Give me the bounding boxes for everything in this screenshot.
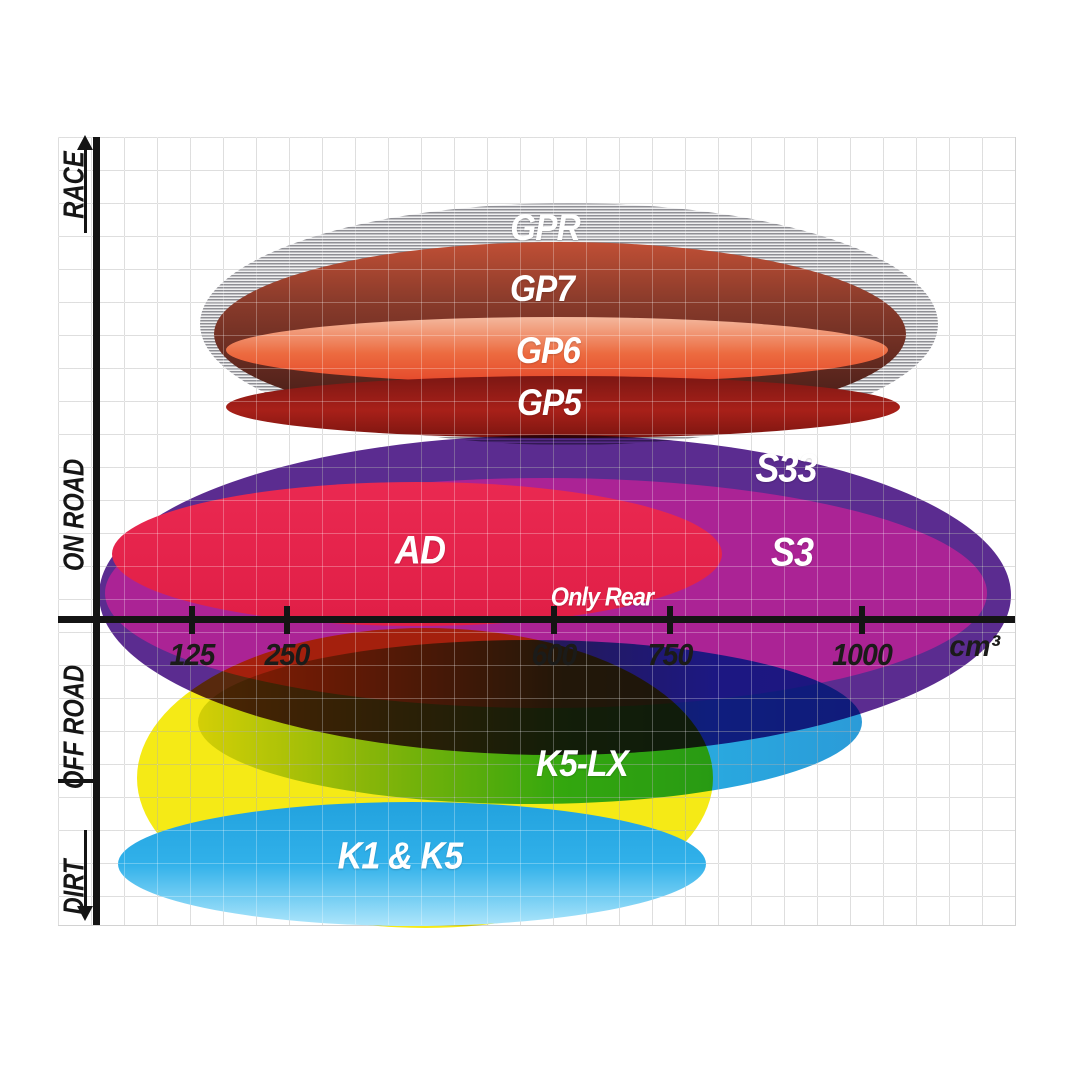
- y-axis-line: [93, 137, 100, 925]
- x-tick-750: [667, 606, 673, 634]
- y-category-label-off-road: OFF ROAD: [58, 664, 91, 790]
- x-tick-label-250: 250: [264, 637, 311, 672]
- dirt-section-divider: [58, 779, 97, 783]
- dirt-arrow-down-icon: [77, 906, 93, 921]
- product-note-ad: Only Rear: [550, 581, 654, 612]
- product-label-gp7: GP7: [510, 268, 575, 309]
- ellipse-k5lx: [198, 640, 862, 804]
- x-tick-label-600: 600: [531, 637, 578, 672]
- x-tick-1000: [859, 606, 865, 634]
- x-tick-250: [284, 606, 290, 634]
- y-category-label-on-road: ON ROAD: [58, 458, 91, 572]
- product-label-k1k5: K1 & K5: [337, 835, 464, 878]
- ellipse-gp6: [226, 317, 888, 383]
- product-label-gp5: GP5: [517, 382, 582, 423]
- product-label-ad: AD: [394, 528, 446, 573]
- x-tick-label-125: 125: [169, 637, 216, 672]
- ellipse-ad: [112, 482, 722, 626]
- product-label-s3: S3: [770, 530, 814, 575]
- dirt-arrow-line: [84, 830, 87, 908]
- x-tick-125: [189, 606, 195, 634]
- x-tick-600: [551, 606, 557, 634]
- product-label-s33: S33: [755, 446, 817, 491]
- y-category-label-race: RACE: [58, 151, 91, 219]
- race-arrow-line: [84, 148, 87, 233]
- race-arrow-up-icon: [77, 135, 93, 150]
- product-label-k5lx: K5-LX: [536, 743, 629, 784]
- y-category-label-dirt: DIRT: [58, 859, 91, 915]
- x-tick-label-1000: 1000: [832, 637, 893, 672]
- x-tick-label-750: 750: [647, 637, 694, 672]
- x-axis-unit-label: cm³: [949, 630, 1001, 663]
- ellipse-gp5: [226, 376, 900, 438]
- ellipse-k1k5: [118, 802, 706, 926]
- x-axis-line: [58, 616, 1015, 623]
- product-label-gpr: GPR: [510, 207, 580, 248]
- product-label-gp6: GP6: [516, 330, 581, 371]
